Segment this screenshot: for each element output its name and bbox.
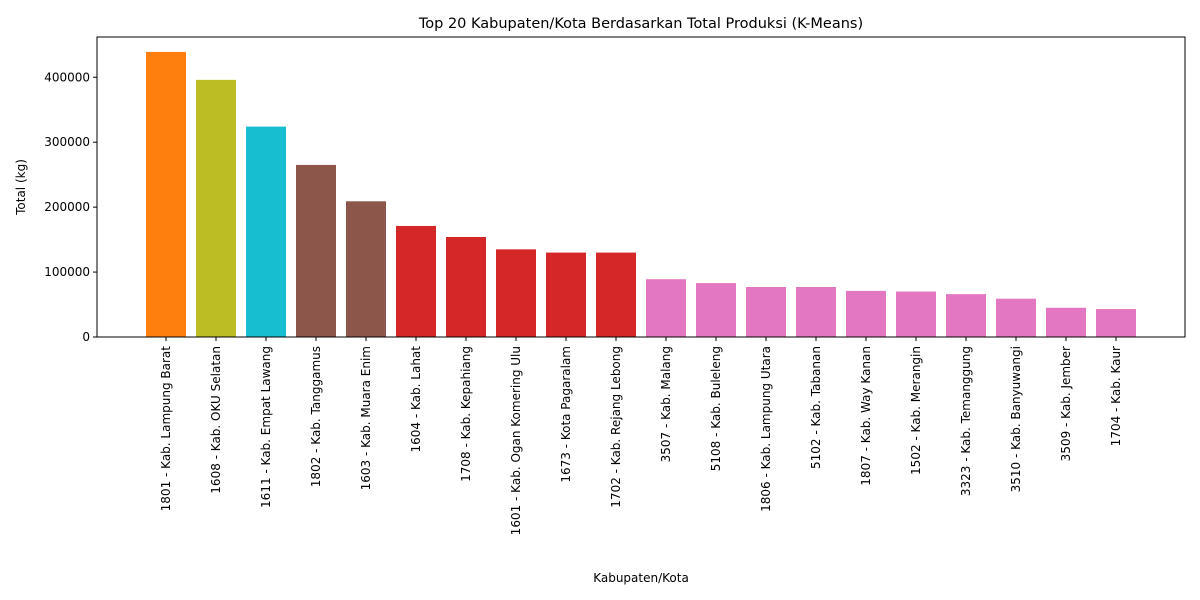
bar bbox=[896, 291, 936, 337]
bar bbox=[396, 225, 436, 337]
x-tick-label: 3323 - Kab. Temanggung bbox=[959, 346, 973, 496]
x-axis: 1801 - Kab. Lampung Barat 1608 - Kab. OKU… bbox=[159, 337, 1123, 535]
bar bbox=[646, 279, 686, 337]
x-tick-label: 1708 - Kab. Kepahiang bbox=[459, 346, 473, 482]
x-tick-label: 1601 - Kab. Ogan Komering Ulu bbox=[509, 346, 523, 535]
bar bbox=[1096, 309, 1136, 337]
x-tick-label: 1806 - Kab. Lampung Utara bbox=[759, 346, 773, 512]
bar bbox=[596, 252, 636, 337]
x-axis-label: Kabupaten/Kota bbox=[593, 571, 689, 585]
y-tick-label: 0 bbox=[82, 330, 90, 344]
bar bbox=[946, 294, 986, 337]
bar bbox=[196, 79, 236, 337]
x-tick-label: 1801 - Kab. Lampung Barat bbox=[159, 346, 173, 512]
plot-frame bbox=[96, 36, 1186, 338]
y-axis: 0 100000 200000 300000 400000 bbox=[44, 70, 97, 344]
x-tick-label: 1704 - Kab. Kaur bbox=[1109, 346, 1123, 446]
x-tick-label: 1603 - Kab. Muara Enim bbox=[359, 346, 373, 490]
bar bbox=[696, 283, 736, 337]
bar bbox=[746, 287, 786, 337]
bar bbox=[296, 164, 336, 337]
x-tick-label: 1604 - Kab. Lahat bbox=[409, 346, 423, 453]
bar bbox=[546, 252, 586, 337]
y-tick-label: 100000 bbox=[44, 265, 90, 279]
bar bbox=[446, 237, 486, 337]
bar bbox=[346, 201, 386, 337]
bar bbox=[496, 249, 536, 337]
x-tick-label: 3510 - Kab. Banyuwangi bbox=[1009, 346, 1023, 492]
x-tick-label: 5102 - Kab. Tabanan bbox=[809, 346, 823, 469]
x-tick-label: 1608 - Kab. OKU Selatan bbox=[209, 346, 223, 494]
bars bbox=[146, 51, 1136, 338]
y-tick-label: 300000 bbox=[44, 135, 90, 149]
bar bbox=[246, 126, 286, 338]
x-tick-label: 3507 - Kab. Malang bbox=[659, 346, 673, 462]
bar bbox=[1046, 307, 1086, 337]
bar bbox=[796, 287, 836, 337]
bar bbox=[996, 298, 1036, 337]
y-tick-label: 400000 bbox=[44, 70, 90, 84]
x-tick-label: 1502 - Kab. Merangin bbox=[909, 346, 923, 475]
bar bbox=[846, 290, 886, 337]
x-tick-label: 1807 - Kab. Way Kanan bbox=[859, 346, 873, 486]
x-tick-label: 1802 - Kab. Tanggamus bbox=[309, 346, 323, 487]
chart-title: Top 20 Kabupaten/Kota Berdasarkan Total … bbox=[418, 16, 863, 32]
x-tick-label: 1673 - Kota Pagaralam bbox=[559, 346, 573, 483]
y-tick-label: 200000 bbox=[44, 200, 90, 214]
bar bbox=[146, 51, 186, 338]
x-tick-label: 1702 - Kab. Rejang Lebong bbox=[609, 346, 623, 508]
x-tick-label: 1611 - Kab. Empat Lawang bbox=[259, 346, 273, 508]
x-tick-label: 3509 - Kab. Jember bbox=[1059, 346, 1073, 461]
x-tick-label: 5108 - Kab. Buleleng bbox=[709, 346, 723, 471]
y-axis-label: Total (kg) bbox=[14, 159, 28, 216]
